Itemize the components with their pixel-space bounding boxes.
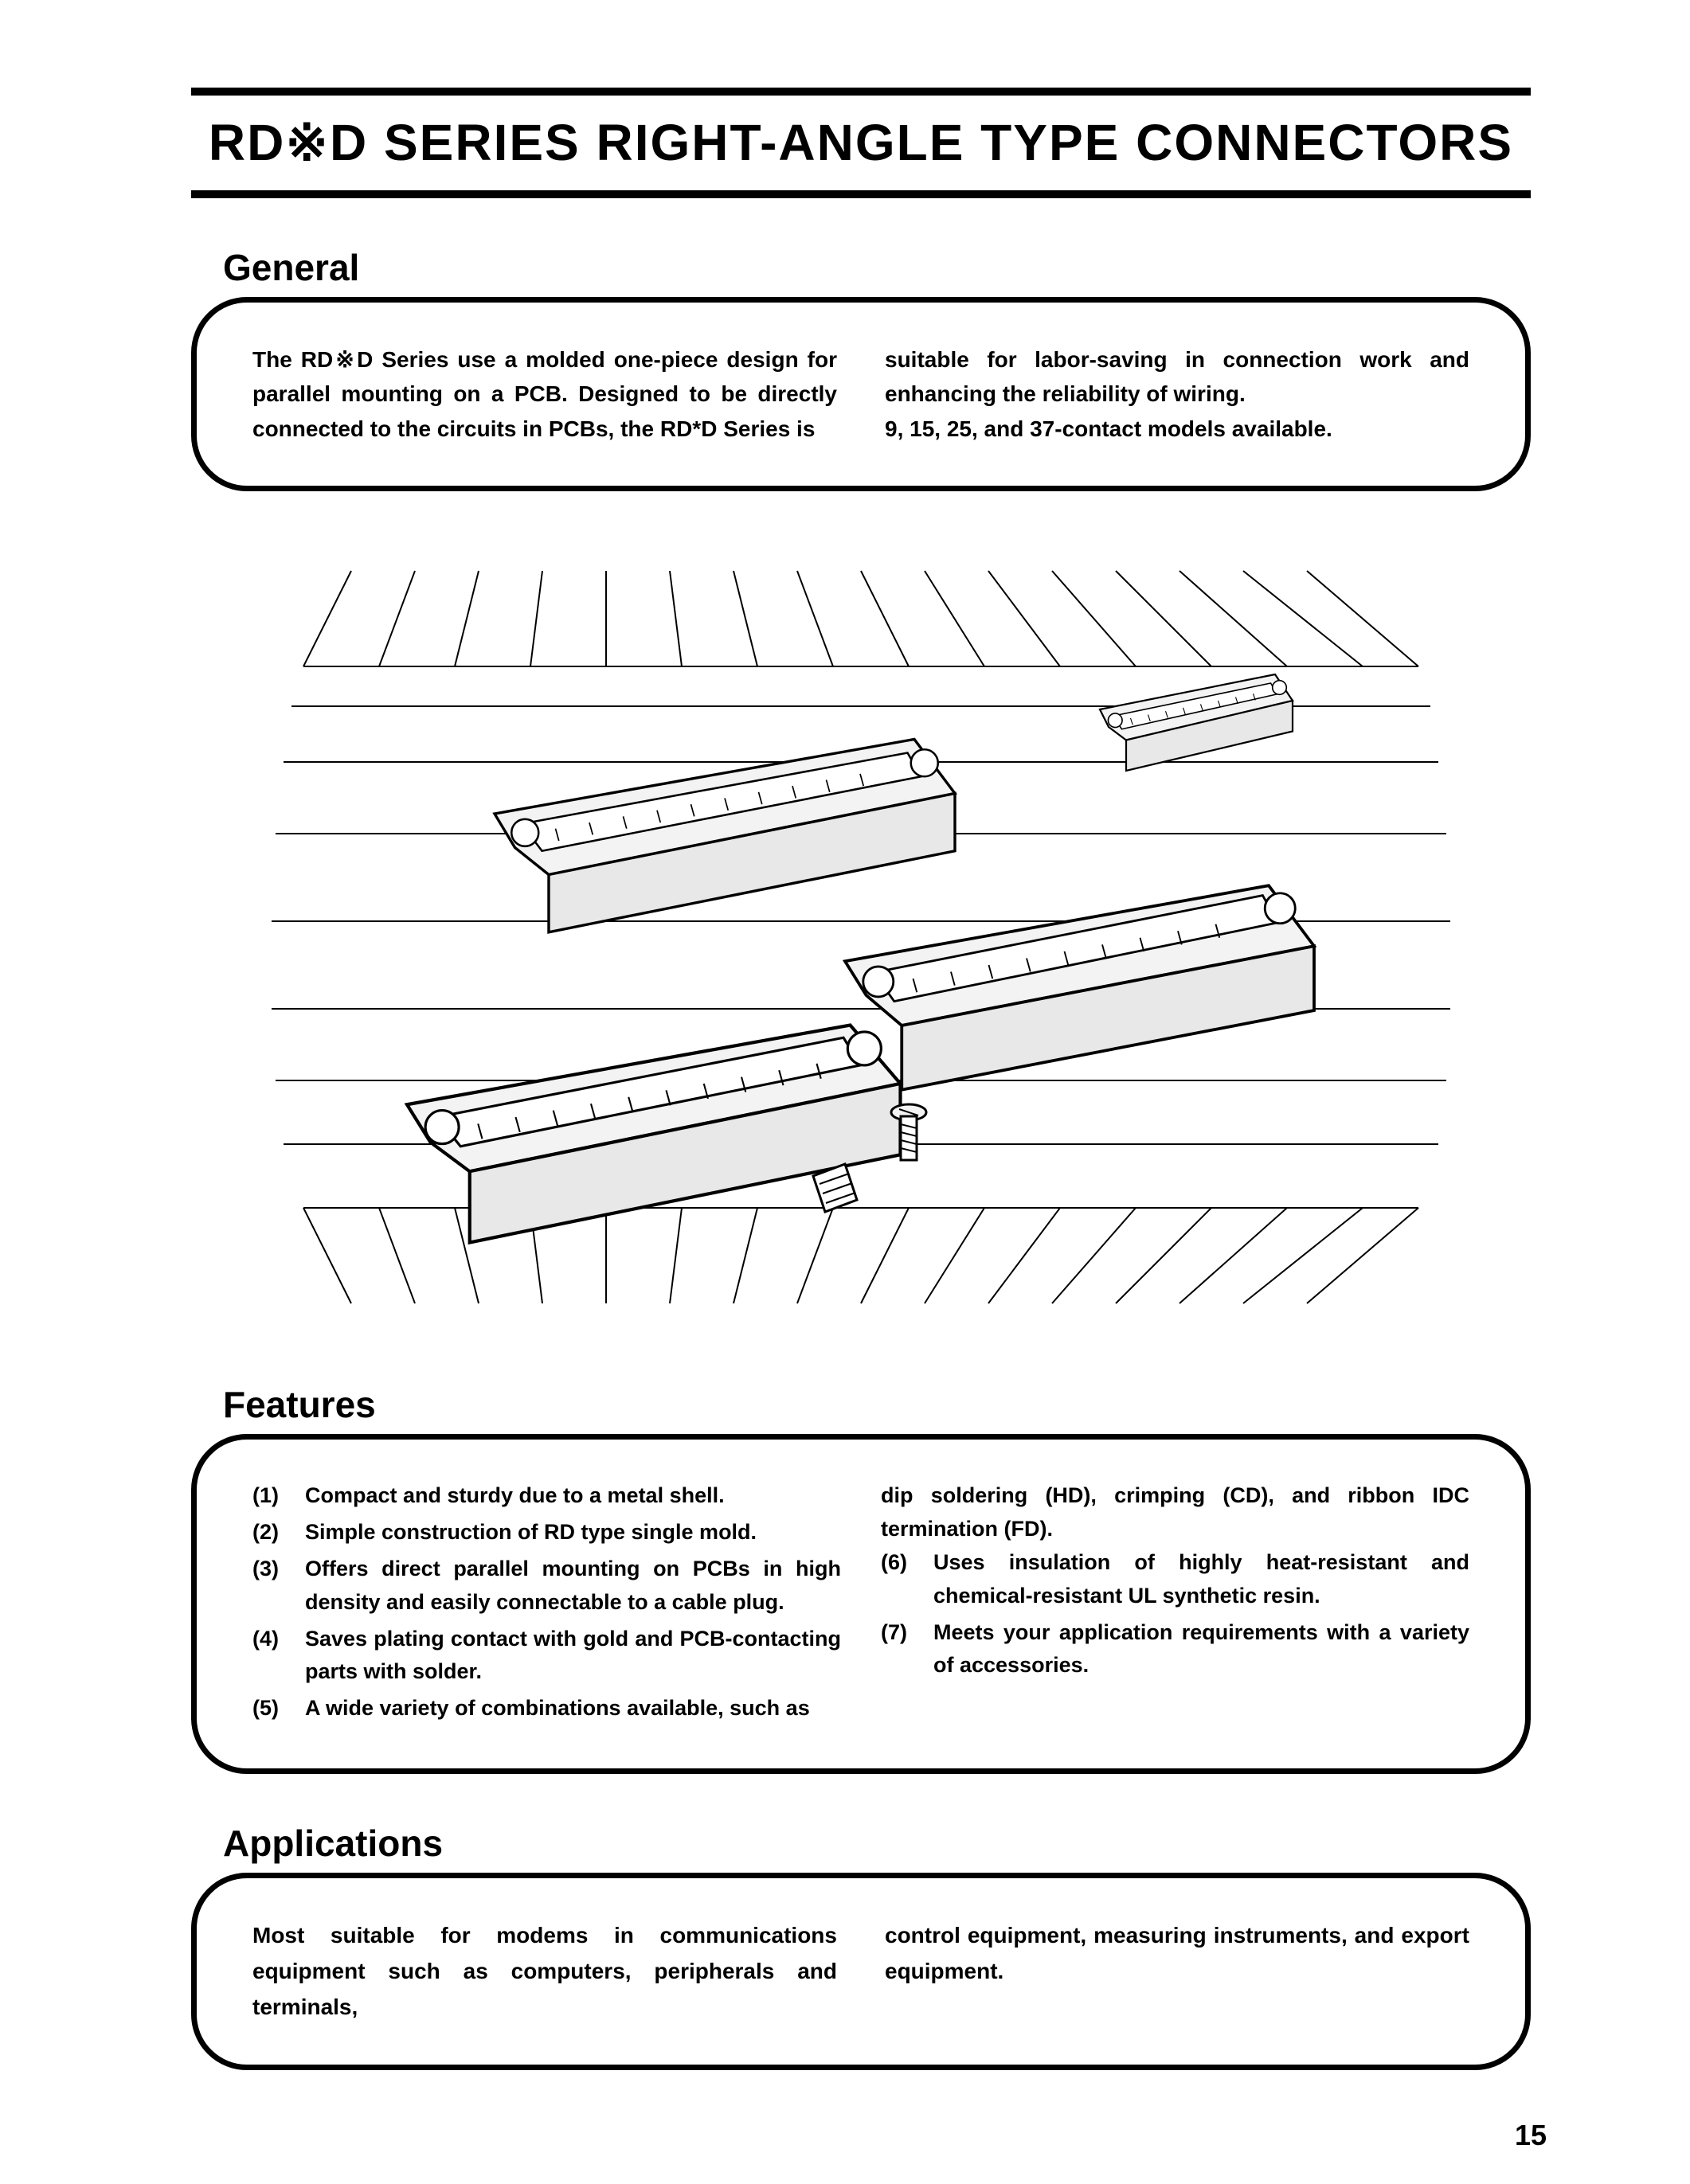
page: RD※D SERIES RIGHT-ANGLE TYPE CONNECTORS … bbox=[0, 0, 1690, 2184]
feature-text: Uses insulation of highly heat-resistant… bbox=[933, 1546, 1469, 1613]
general-columns: The RD※D Series use a molded one-piece d… bbox=[252, 342, 1469, 446]
connector-2 bbox=[495, 740, 955, 932]
feature-text: Simple construction of RD type single mo… bbox=[305, 1516, 841, 1549]
feature-text: Meets your application requirements with… bbox=[933, 1616, 1469, 1683]
feature-item: (4) Saves plating contact with gold and P… bbox=[252, 1623, 841, 1690]
feature-item: (5) A wide variety of combinations availa… bbox=[252, 1692, 841, 1725]
feature-number: (2) bbox=[252, 1516, 292, 1549]
applications-col-1: Most suitable for modems in communicatio… bbox=[252, 1918, 837, 2025]
applications-bubble: Most suitable for modems in communicatio… bbox=[191, 1873, 1531, 2070]
feature-text: Offers direct parallel mounting on PCBs … bbox=[305, 1553, 841, 1619]
feature-number: (4) bbox=[252, 1623, 292, 1690]
features-col-left: (1) Compact and sturdy due to a metal she… bbox=[252, 1479, 841, 1729]
page-number: 15 bbox=[1515, 2119, 1547, 2152]
general-col-2: suitable for labor-saving in connection … bbox=[885, 342, 1469, 446]
feature-text: Compact and sturdy due to a metal shell. bbox=[305, 1479, 841, 1513]
feature-number: (3) bbox=[252, 1553, 292, 1619]
features-bubble: (1) Compact and sturdy due to a metal she… bbox=[191, 1434, 1531, 1774]
feature-number: (7) bbox=[881, 1616, 921, 1683]
features-columns: (1) Compact and sturdy due to a metal she… bbox=[252, 1479, 1469, 1729]
connectors-illustration bbox=[256, 539, 1466, 1335]
feature-text: A wide variety of combinations available… bbox=[305, 1692, 841, 1725]
feature-item: (3) Offers direct parallel mounting on PC… bbox=[252, 1553, 841, 1619]
feature-item: (2) Simple construction of RD type single… bbox=[252, 1516, 841, 1549]
feature-text: Saves plating contact with gold and PCB-… bbox=[305, 1623, 841, 1690]
feature-number: (6) bbox=[881, 1546, 921, 1613]
applications-columns: Most suitable for modems in communicatio… bbox=[252, 1918, 1469, 2025]
connector-1 bbox=[1100, 674, 1293, 771]
feature-continuation: dip soldering (HD), crimping (CD), and r… bbox=[881, 1479, 1469, 1546]
applications-col-2: control equipment, measuring instruments… bbox=[885, 1918, 1469, 2025]
feature-item: (1) Compact and sturdy due to a metal she… bbox=[252, 1479, 841, 1513]
feature-number: (5) bbox=[252, 1692, 292, 1725]
general-bubble: The RD※D Series use a molded one-piece d… bbox=[191, 297, 1531, 491]
feature-item: (7) Meets your application requirements w… bbox=[881, 1616, 1469, 1683]
feature-number: (1) bbox=[252, 1479, 292, 1513]
connector-3 bbox=[845, 885, 1314, 1090]
general-col-1: The RD※D Series use a molded one-piece d… bbox=[252, 342, 837, 446]
feature-item: (6) Uses insulation of highly heat-resist… bbox=[881, 1546, 1469, 1613]
title-block: RD※D SERIES RIGHT-ANGLE TYPE CONNECTORS bbox=[191, 88, 1531, 198]
illustration-svg bbox=[256, 539, 1466, 1335]
features-col-right: dip soldering (HD), crimping (CD), and r… bbox=[881, 1479, 1469, 1729]
features-heading: Features bbox=[223, 1383, 1531, 1426]
applications-heading: Applications bbox=[223, 1822, 1531, 1865]
general-heading: General bbox=[223, 246, 1531, 289]
page-title: RD※D SERIES RIGHT-ANGLE TYPE CONNECTORS bbox=[191, 113, 1531, 173]
